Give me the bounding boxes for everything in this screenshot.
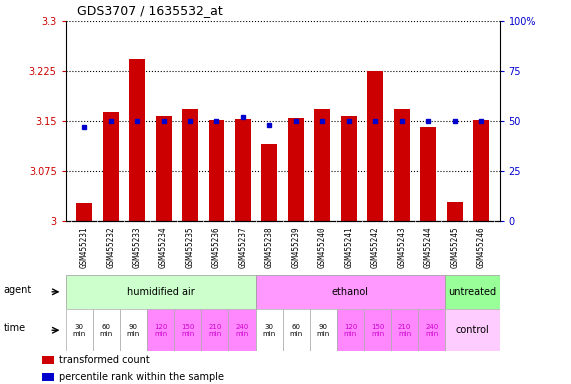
Bar	[337, 309, 364, 351]
Bar	[156, 116, 171, 221]
Bar	[445, 309, 500, 351]
Text: 30
min: 30 min	[73, 324, 86, 337]
Text: ethanol: ethanol	[332, 287, 369, 297]
Text: GSM455241: GSM455241	[344, 227, 353, 268]
Text: GSM455243: GSM455243	[397, 227, 406, 268]
Bar	[341, 116, 357, 221]
Text: GSM455240: GSM455240	[318, 227, 327, 268]
Text: 90
min: 90 min	[317, 324, 330, 337]
Bar	[447, 202, 463, 221]
Bar	[418, 309, 445, 351]
Text: GSM455246: GSM455246	[477, 227, 485, 268]
Text: GSM455245: GSM455245	[450, 227, 459, 268]
Bar	[66, 309, 93, 351]
Text: time: time	[3, 323, 25, 333]
Text: 240
min: 240 min	[425, 324, 439, 337]
Bar	[364, 309, 391, 351]
Text: GSM455242: GSM455242	[371, 227, 380, 268]
Text: percentile rank within the sample: percentile rank within the sample	[59, 372, 224, 382]
Bar	[315, 109, 330, 221]
Text: 60
min: 60 min	[100, 324, 113, 337]
Text: humidified air: humidified air	[127, 287, 195, 297]
Bar	[103, 112, 119, 221]
Bar	[208, 120, 224, 221]
Bar	[77, 203, 92, 221]
Bar	[182, 109, 198, 221]
Bar	[283, 309, 309, 351]
Text: 150
min: 150 min	[371, 324, 384, 337]
Bar	[120, 309, 147, 351]
Text: untreated: untreated	[448, 287, 497, 297]
Bar	[129, 59, 145, 221]
Bar	[473, 120, 489, 221]
Text: GSM455233: GSM455233	[132, 227, 142, 268]
Text: 120
min: 120 min	[344, 324, 357, 337]
Text: GSM455244: GSM455244	[424, 227, 433, 268]
Bar	[420, 127, 436, 221]
Text: 240
min: 240 min	[235, 324, 248, 337]
Text: 210
min: 210 min	[208, 324, 222, 337]
Bar	[235, 119, 251, 221]
Bar	[445, 275, 500, 309]
Text: GSM455238: GSM455238	[265, 227, 274, 268]
Bar	[93, 309, 120, 351]
Bar	[394, 109, 409, 221]
Bar	[367, 71, 383, 221]
Text: GSM455231: GSM455231	[80, 227, 89, 268]
Text: GSM455232: GSM455232	[106, 227, 115, 268]
Bar	[288, 118, 304, 221]
Bar	[42, 356, 54, 364]
Bar	[147, 309, 174, 351]
Text: 210
min: 210 min	[398, 324, 411, 337]
Bar	[309, 309, 337, 351]
Text: GSM455237: GSM455237	[239, 227, 247, 268]
Text: 60
min: 60 min	[289, 324, 303, 337]
Text: GDS3707 / 1635532_at: GDS3707 / 1635532_at	[77, 4, 223, 17]
Text: 150
min: 150 min	[181, 324, 194, 337]
Text: GSM455239: GSM455239	[291, 227, 300, 268]
Bar	[201, 309, 228, 351]
Text: 120
min: 120 min	[154, 324, 167, 337]
Text: 90
min: 90 min	[127, 324, 140, 337]
Bar	[42, 372, 54, 381]
Text: GSM455234: GSM455234	[159, 227, 168, 268]
Bar	[228, 309, 255, 351]
Bar	[391, 309, 418, 351]
Text: control: control	[456, 325, 489, 335]
Text: 30
min: 30 min	[263, 324, 276, 337]
Bar	[255, 309, 283, 351]
Text: transformed count: transformed count	[59, 355, 150, 365]
Bar	[66, 275, 255, 309]
Bar	[255, 275, 445, 309]
Text: agent: agent	[3, 285, 31, 295]
Bar	[262, 144, 278, 221]
Bar	[174, 309, 202, 351]
Text: GSM455235: GSM455235	[186, 227, 195, 268]
Text: GSM455236: GSM455236	[212, 227, 221, 268]
